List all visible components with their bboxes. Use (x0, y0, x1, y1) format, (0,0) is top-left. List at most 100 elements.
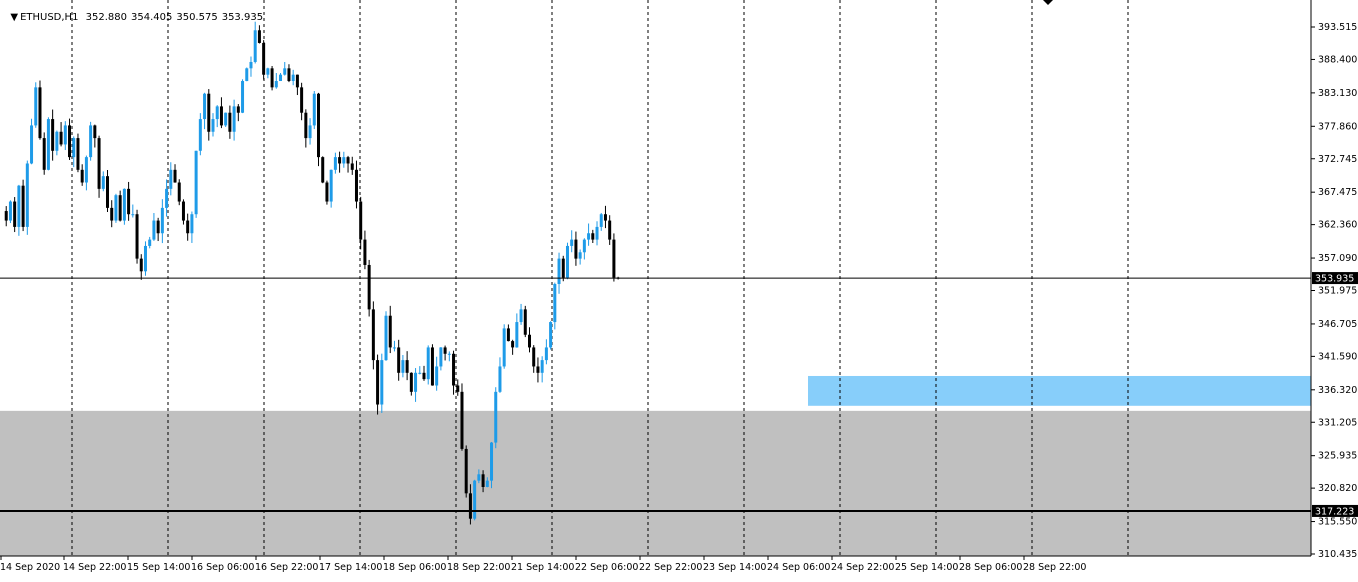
chart-info-line: ▼ ETHUSD,H1 352.880 354.405 350.575 353.935 (4, 1, 263, 23)
time-tick-label: 18 Sep 22:00 (447, 562, 510, 573)
candle-body (122, 188, 126, 221)
candle-body (131, 214, 135, 216)
candles-group (4, 21, 620, 525)
candle-body (160, 207, 164, 234)
candle-body (93, 125, 97, 139)
candle-body (473, 480, 477, 519)
time-tick-label: 21 Sep 14:00 (511, 562, 574, 573)
candle-body (190, 214, 194, 234)
price-tick-label: 367.475 (1318, 187, 1357, 198)
time-tick-label: 24 Sep 06:00 (767, 562, 830, 573)
caret-down-icon[interactable]: ▼ (10, 12, 19, 23)
candle-body (414, 372, 418, 392)
price-tick-label: 325.935 (1318, 451, 1357, 462)
support-zone-gray (0, 410, 1311, 556)
candle-body (599, 214, 603, 227)
support-price-label-bg (1312, 504, 1358, 517)
candle-body (591, 233, 595, 240)
price-tick-label: 336.320 (1318, 385, 1357, 396)
candle-body (8, 201, 12, 221)
candle-body (165, 188, 169, 208)
candle-body (603, 214, 607, 221)
symbol-label: ETHUSD,H1 (20, 12, 79, 23)
candle-body (511, 341, 515, 348)
candle-body (211, 119, 215, 132)
candle-body (464, 448, 468, 494)
candle-body (519, 309, 523, 323)
candle-body (481, 474, 485, 487)
time-tick-label: 28 Sep 06:00 (959, 562, 1022, 573)
candle-body (388, 315, 392, 348)
candle-body (405, 360, 409, 373)
time-tick-label: 22 Sep 22:00 (639, 562, 702, 573)
candle-body (452, 353, 456, 386)
candle-body (380, 360, 384, 405)
candle-body (232, 106, 236, 132)
candle-body (346, 157, 350, 164)
candle-body (245, 68, 249, 82)
high-value: 354.405 (130, 12, 173, 23)
candle-body (384, 315, 388, 361)
support-price-label: 317.223 (1315, 506, 1354, 517)
candle-body (553, 283, 557, 323)
candle-body (317, 93, 320, 158)
candle-body (354, 169, 358, 202)
candle-body (249, 61, 253, 69)
candle-body (565, 245, 569, 278)
candle-body (557, 258, 561, 284)
candle-body (532, 347, 536, 367)
open-value: 352.880 (85, 12, 127, 23)
candle-body (274, 81, 278, 88)
candle-body (371, 309, 375, 361)
candle-body (80, 169, 84, 183)
candle-body (350, 163, 354, 170)
candle-body (97, 138, 101, 189)
candle-body (295, 74, 299, 88)
time-tick-label: 18 Sep 06:00 (383, 562, 446, 573)
candle-body (291, 74, 295, 82)
candle-body (608, 220, 612, 240)
candle-body (502, 328, 506, 367)
candle-body (63, 125, 67, 145)
candle-body (367, 264, 371, 310)
candle-body (101, 176, 105, 189)
candle-body (612, 239, 616, 278)
time-tick-label: 15 Sep 14:00 (127, 562, 190, 573)
candle-body (236, 106, 240, 113)
candle-body (266, 68, 270, 75)
candle-body (25, 163, 29, 227)
candle-body (574, 239, 578, 259)
candle-body (435, 366, 439, 386)
candle-body (329, 169, 333, 202)
candle-body (84, 157, 88, 183)
candle-body (304, 112, 308, 139)
candle-body (42, 138, 46, 170)
time-tick-label: 23 Sep 14:00 (703, 562, 766, 573)
time-tick-label: 14 Sep 2020 (0, 562, 60, 573)
candle-body (485, 480, 489, 487)
candle-body (498, 366, 502, 392)
candle-body (456, 385, 460, 392)
candle-body (55, 131, 59, 151)
candle-body (135, 214, 139, 259)
candle-body (143, 245, 147, 272)
candle-body (422, 372, 426, 380)
candle-body (30, 125, 34, 164)
candle-body (148, 239, 152, 246)
candle-body (587, 233, 591, 240)
candle-body (13, 201, 17, 227)
time-tick-label: 22 Sep 06:00 (575, 562, 638, 573)
candle-body (460, 391, 464, 449)
candle-body (578, 252, 582, 259)
candle-body (528, 334, 531, 348)
candle-body (595, 226, 599, 240)
candle-body (46, 119, 50, 170)
time-tick-label: 16 Sep 06:00 (191, 562, 254, 573)
candle-body (228, 112, 232, 132)
candle-body (325, 182, 329, 202)
price-tick-label: 346.705 (1318, 319, 1357, 330)
candle-body (426, 347, 430, 380)
candle-body (523, 309, 527, 335)
